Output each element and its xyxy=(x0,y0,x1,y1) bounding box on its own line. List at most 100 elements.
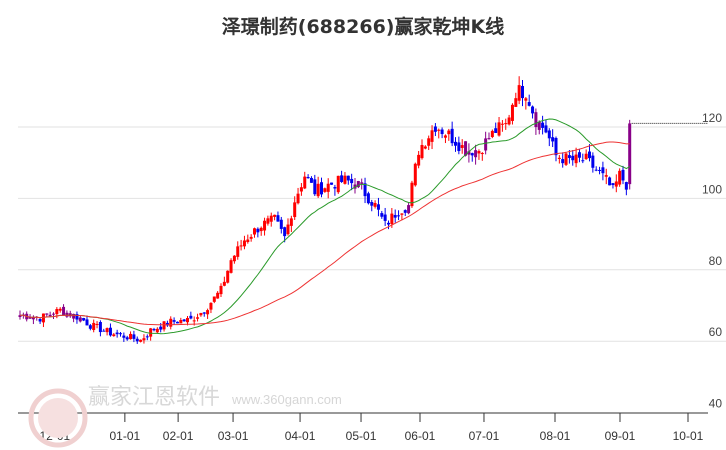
candle-body xyxy=(55,309,59,315)
candle-body xyxy=(253,228,256,235)
candle-body xyxy=(222,281,226,286)
candle-body xyxy=(68,313,72,317)
candle-body xyxy=(239,245,243,247)
candle-body xyxy=(464,141,468,156)
x-tick-label: 06-01 xyxy=(405,429,436,443)
candle-body xyxy=(58,308,62,311)
candle-body xyxy=(350,178,354,184)
candle-body xyxy=(581,160,585,162)
candle-body xyxy=(202,312,206,314)
candle-body xyxy=(199,312,203,316)
candle-body xyxy=(346,175,350,181)
candle-body xyxy=(407,205,411,214)
candle-body xyxy=(427,138,431,146)
candle-body xyxy=(196,317,200,319)
candle-body xyxy=(470,153,474,156)
candle-body xyxy=(142,338,146,341)
candle-body xyxy=(31,317,35,320)
candle-body xyxy=(387,222,390,225)
candle-body xyxy=(474,150,478,158)
candle-body xyxy=(28,317,32,319)
candle-body xyxy=(105,328,109,333)
x-tick-label: 07-01 xyxy=(469,429,500,443)
candle-body xyxy=(551,137,555,142)
candle-body xyxy=(316,183,320,197)
candle-body xyxy=(340,175,344,182)
candle-body xyxy=(48,314,52,317)
candle-body xyxy=(356,181,360,188)
candle-body xyxy=(119,333,122,335)
ma-line-60 xyxy=(20,141,630,326)
candle-body xyxy=(303,176,307,189)
candle-body xyxy=(219,285,223,295)
candle-body xyxy=(125,337,129,340)
y-tick-label: 40 xyxy=(709,397,723,411)
candle-body xyxy=(326,183,330,192)
y-tick-label: 60 xyxy=(709,325,723,339)
candle-body xyxy=(320,182,323,195)
candle-body xyxy=(226,270,230,283)
candle-body xyxy=(95,324,99,326)
candle-body xyxy=(236,246,240,257)
candle-body xyxy=(216,292,220,299)
x-tick-label: 02-01 xyxy=(163,429,194,443)
candle-body xyxy=(430,130,434,142)
candle-body xyxy=(299,187,303,192)
candle-body xyxy=(306,177,310,179)
candle-body xyxy=(313,179,317,195)
x-tick-label: 03-01 xyxy=(218,429,249,443)
candle-body xyxy=(108,327,112,336)
candle-body xyxy=(115,332,119,335)
candle-body xyxy=(544,125,548,133)
candle-body xyxy=(628,123,632,185)
candle-body xyxy=(608,177,612,186)
candle-body xyxy=(618,170,622,185)
x-tick-label: 08-01 xyxy=(540,429,571,443)
candle-body xyxy=(373,203,377,207)
candle-body xyxy=(624,182,628,190)
candle-body xyxy=(423,146,427,149)
candle-body xyxy=(497,122,501,136)
candle-body xyxy=(189,315,193,319)
candle-body xyxy=(229,260,233,273)
candle-body xyxy=(98,322,102,333)
x-tick-label: 05-01 xyxy=(346,429,377,443)
candle-body xyxy=(601,167,605,174)
x-tick-label: 10-01 xyxy=(673,429,704,443)
candle-body xyxy=(135,338,139,342)
candle-body xyxy=(75,314,79,320)
candle-body xyxy=(78,317,82,322)
ma-line-20 xyxy=(20,118,630,335)
candle-body xyxy=(45,313,49,315)
candle-body xyxy=(510,104,514,121)
candle-body xyxy=(273,214,277,217)
candle-body xyxy=(323,188,327,192)
candle-body xyxy=(175,321,179,324)
y-tick-label: 80 xyxy=(709,254,723,268)
candle-body xyxy=(571,155,575,161)
candle-body xyxy=(256,228,260,233)
candle-body xyxy=(591,155,595,168)
candle-body xyxy=(484,138,488,151)
candle-body xyxy=(541,122,545,128)
chart-title: 泽璟制药(688266)赢家乾坤K线 xyxy=(221,16,505,38)
candle-body xyxy=(276,215,280,222)
candle-body xyxy=(330,182,334,185)
candle-body xyxy=(159,326,163,330)
candle-body xyxy=(614,181,618,187)
candle-body xyxy=(343,175,347,184)
x-tick-label: 09-01 xyxy=(605,429,636,443)
candle-body xyxy=(82,318,86,321)
candle-body xyxy=(450,128,454,144)
candle-body xyxy=(457,142,461,152)
candle-body xyxy=(494,128,498,133)
candle-body xyxy=(574,154,578,164)
candle-body xyxy=(209,302,213,310)
candle-body xyxy=(604,175,608,177)
x-tick-label: 04-01 xyxy=(285,429,316,443)
candle-body xyxy=(480,153,484,155)
candle-body xyxy=(249,236,253,239)
candle-body xyxy=(155,328,159,333)
candle-body xyxy=(370,202,374,206)
